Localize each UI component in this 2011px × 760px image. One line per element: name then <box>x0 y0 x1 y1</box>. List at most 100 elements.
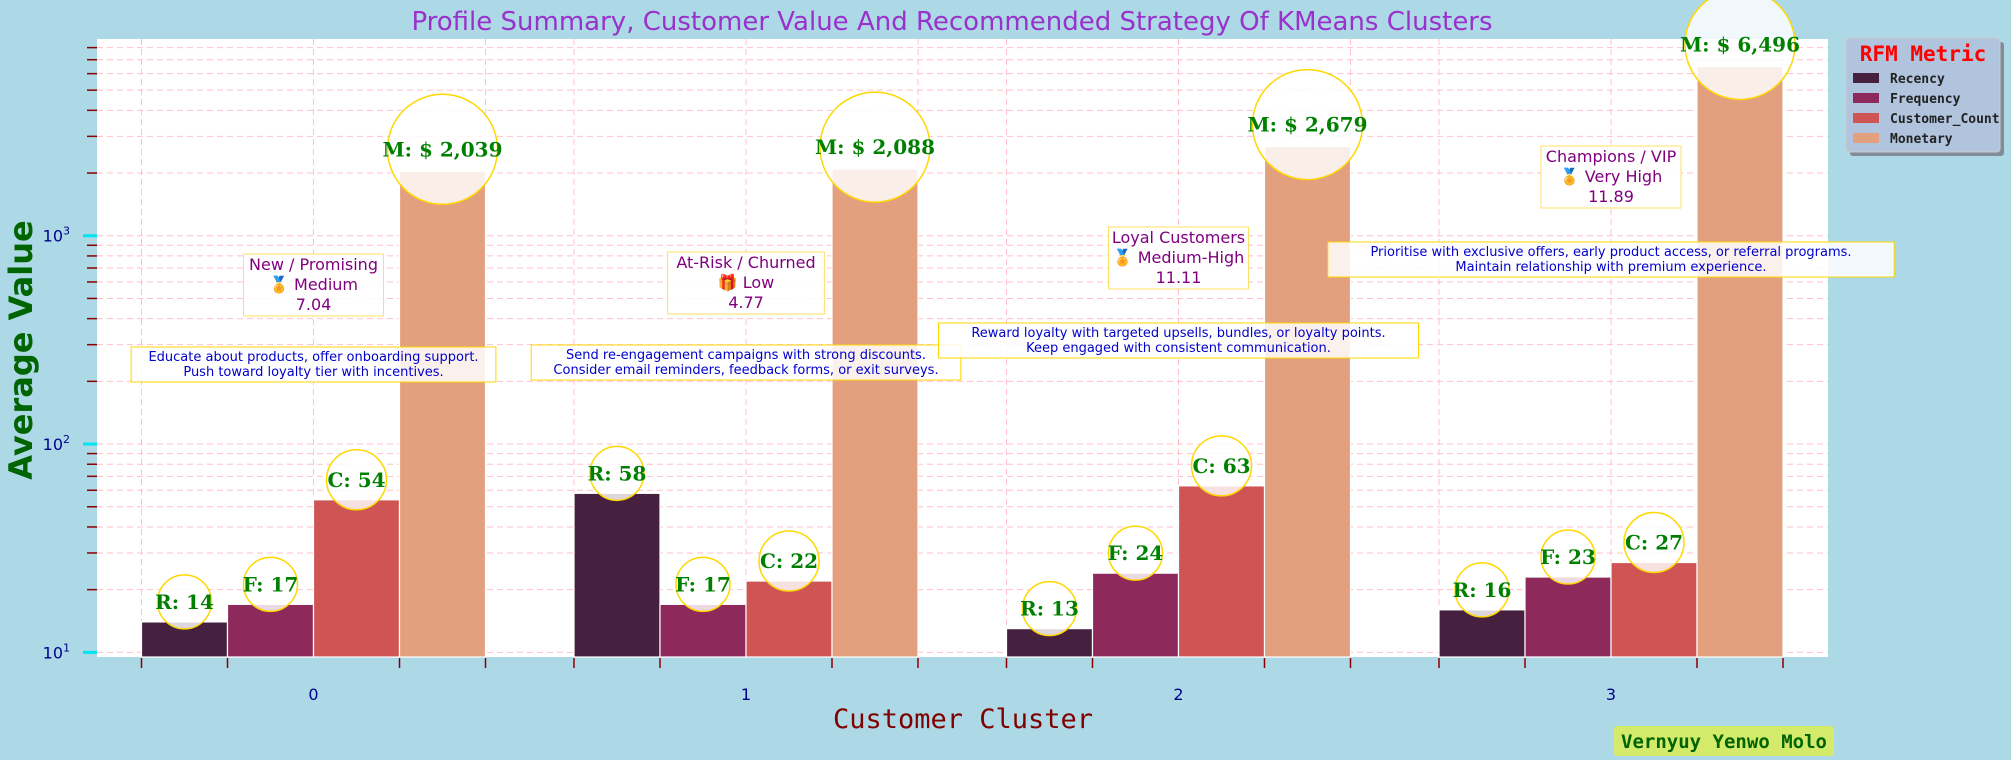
value-label-bubble <box>156 574 213 630</box>
bar-frequency <box>659 603 747 658</box>
profile-box <box>667 251 825 315</box>
bar-monetary <box>398 170 487 658</box>
bar-customer-count <box>1610 561 1698 658</box>
value-label-bubble <box>242 556 299 613</box>
strategy-text: Send re-engagement campaigns with strong… <box>566 348 926 363</box>
profile-box <box>243 253 384 317</box>
value-label-bubble <box>819 91 931 203</box>
bar-value-label: M: $ 2,039 <box>383 137 503 161</box>
x-tick-label: 3 <box>1606 685 1616 704</box>
value-label-bubble <box>589 445 645 502</box>
author-credit: Vernyuy Yenwo Molo <box>1621 731 1827 753</box>
profile-box <box>1108 226 1249 290</box>
legend-title: RFM Metric <box>1860 42 1986 66</box>
profile-score: 7.04 <box>296 295 332 314</box>
bar-value-label: M: $ 2,088 <box>815 135 935 159</box>
chart-title: Profile Summary, Customer Value And Reco… <box>411 7 1492 37</box>
value-label-bubble <box>1190 435 1253 497</box>
legend-swatch <box>1853 73 1879 83</box>
y-tick-label: 101 <box>43 641 70 662</box>
profile-score: 11.11 <box>1156 268 1202 287</box>
strategy-box <box>130 346 497 383</box>
gift-icon: 🎁 Low <box>718 273 775 292</box>
value-label-bubble <box>758 530 820 592</box>
x-axis-label: Customer Cluster <box>833 704 1093 735</box>
x-tick-label: 0 <box>308 685 318 704</box>
bar-monetary <box>1263 145 1352 658</box>
y-axis-label: Average Value <box>2 220 40 479</box>
bar-value-label: C: 63 <box>1192 454 1250 478</box>
x-tick-label: 2 <box>1173 685 1183 704</box>
medal-icon: 🏅 Medium <box>269 275 358 294</box>
bar-value-label: R: 16 <box>1453 578 1512 602</box>
value-label-bubble <box>675 556 731 613</box>
bar-customer-count <box>745 580 833 658</box>
value-label-bubble <box>1623 511 1685 574</box>
y-tick-label: 103 <box>43 225 70 246</box>
value-label-bubble <box>1251 68 1364 181</box>
bar-value-label: F: 17 <box>243 572 299 596</box>
profile-segment: Champions / VIP <box>1546 147 1677 166</box>
value-label-bubble <box>1540 529 1596 585</box>
medal-icon: 🏅 Medium-High <box>1113 248 1245 267</box>
author-badge-box <box>1614 726 1834 756</box>
legend-entry: Customer_Count <box>1890 112 2000 127</box>
profile-segment: At-Risk / Churned <box>676 253 815 272</box>
strategy-box <box>530 344 962 381</box>
value-label-bubble <box>1107 525 1164 581</box>
bar-value-label: R: 14 <box>155 590 214 614</box>
strategy-text: Keep engaged with consistent communicati… <box>1026 341 1331 356</box>
bar-value-label: C: 27 <box>1625 531 1683 555</box>
profile-score: 4.77 <box>728 293 764 312</box>
bar-value-label: R: 13 <box>1020 597 1079 621</box>
y-tick-label: 102 <box>43 433 70 454</box>
bar-frequency <box>1091 572 1180 658</box>
legend-swatch <box>1853 133 1879 143</box>
profile-box <box>1540 145 1682 209</box>
strategy-text: Maintain relationship with premium exper… <box>1455 260 1766 275</box>
legend-entry: Recency <box>1890 72 1945 87</box>
legend-items: Recency Frequency Customer_Count Monetary <box>1853 72 2000 147</box>
profile-segment: New / Promising <box>249 255 378 274</box>
bar-monetary <box>1696 65 1784 658</box>
bar-value-label: F: 23 <box>1540 545 1596 569</box>
profile-segment: Loyal Customers <box>1112 228 1245 247</box>
legend-box <box>1845 37 2001 153</box>
bar-frequency <box>1524 576 1612 658</box>
legend: RFM Metric Recency Frequency Customer_Coun… <box>1845 37 2004 156</box>
value-label-bubble <box>1454 562 1510 618</box>
strategy-text: Educate about products, offer onboarding… <box>148 350 478 365</box>
strategy-box <box>1327 241 1895 278</box>
legend-entry: Monetary <box>1890 132 1953 147</box>
axes: 0 1 2 3 101 102 103 <box>43 46 1784 704</box>
medal-icon: 🏅 Very High <box>1560 167 1662 186</box>
value-label-bubble <box>325 449 388 511</box>
strategy-box <box>938 322 1419 359</box>
bar-customer-count <box>312 499 401 658</box>
bar-customer-count <box>1177 485 1266 658</box>
legend-swatch <box>1853 93 1879 103</box>
bar-value-label: M: $ 2,679 <box>1248 113 1368 137</box>
bar-value-label: F: 24 <box>1108 541 1164 565</box>
bar-value-label: R: 58 <box>588 461 647 485</box>
strategy-text: Consider email reminders, feedback forms… <box>553 363 938 378</box>
bar-value-label: F: 17 <box>675 572 731 596</box>
annotations: R: 14 R: 58 R: 13 R: 16 F: 17 F: 17 F: 24 F: 23… <box>130 0 1895 637</box>
bar-recency <box>573 492 661 658</box>
strategy-text: Push toward loyalty tier with incentives… <box>183 365 443 380</box>
strategy-text: Prioritise with exclusive offers, early … <box>1370 245 1851 260</box>
bar-value-label: C: 54 <box>327 468 385 492</box>
strategy-text: Reward loyalty with targeted upsells, bu… <box>971 326 1385 341</box>
x-tick-label: 1 <box>741 685 751 704</box>
profile-score: 11.89 <box>1588 187 1634 206</box>
bar-value-label: C: 22 <box>760 549 818 573</box>
bar-value-label: M: $ 6,496 <box>1680 32 1800 56</box>
value-label-bubble <box>386 93 499 206</box>
legend-swatch <box>1853 113 1879 123</box>
bar-frequency <box>226 603 315 658</box>
bars <box>140 65 1784 658</box>
bar-monetary <box>831 168 919 658</box>
value-label-bubble <box>1684 0 1796 101</box>
value-label-bubble <box>1021 580 1078 637</box>
